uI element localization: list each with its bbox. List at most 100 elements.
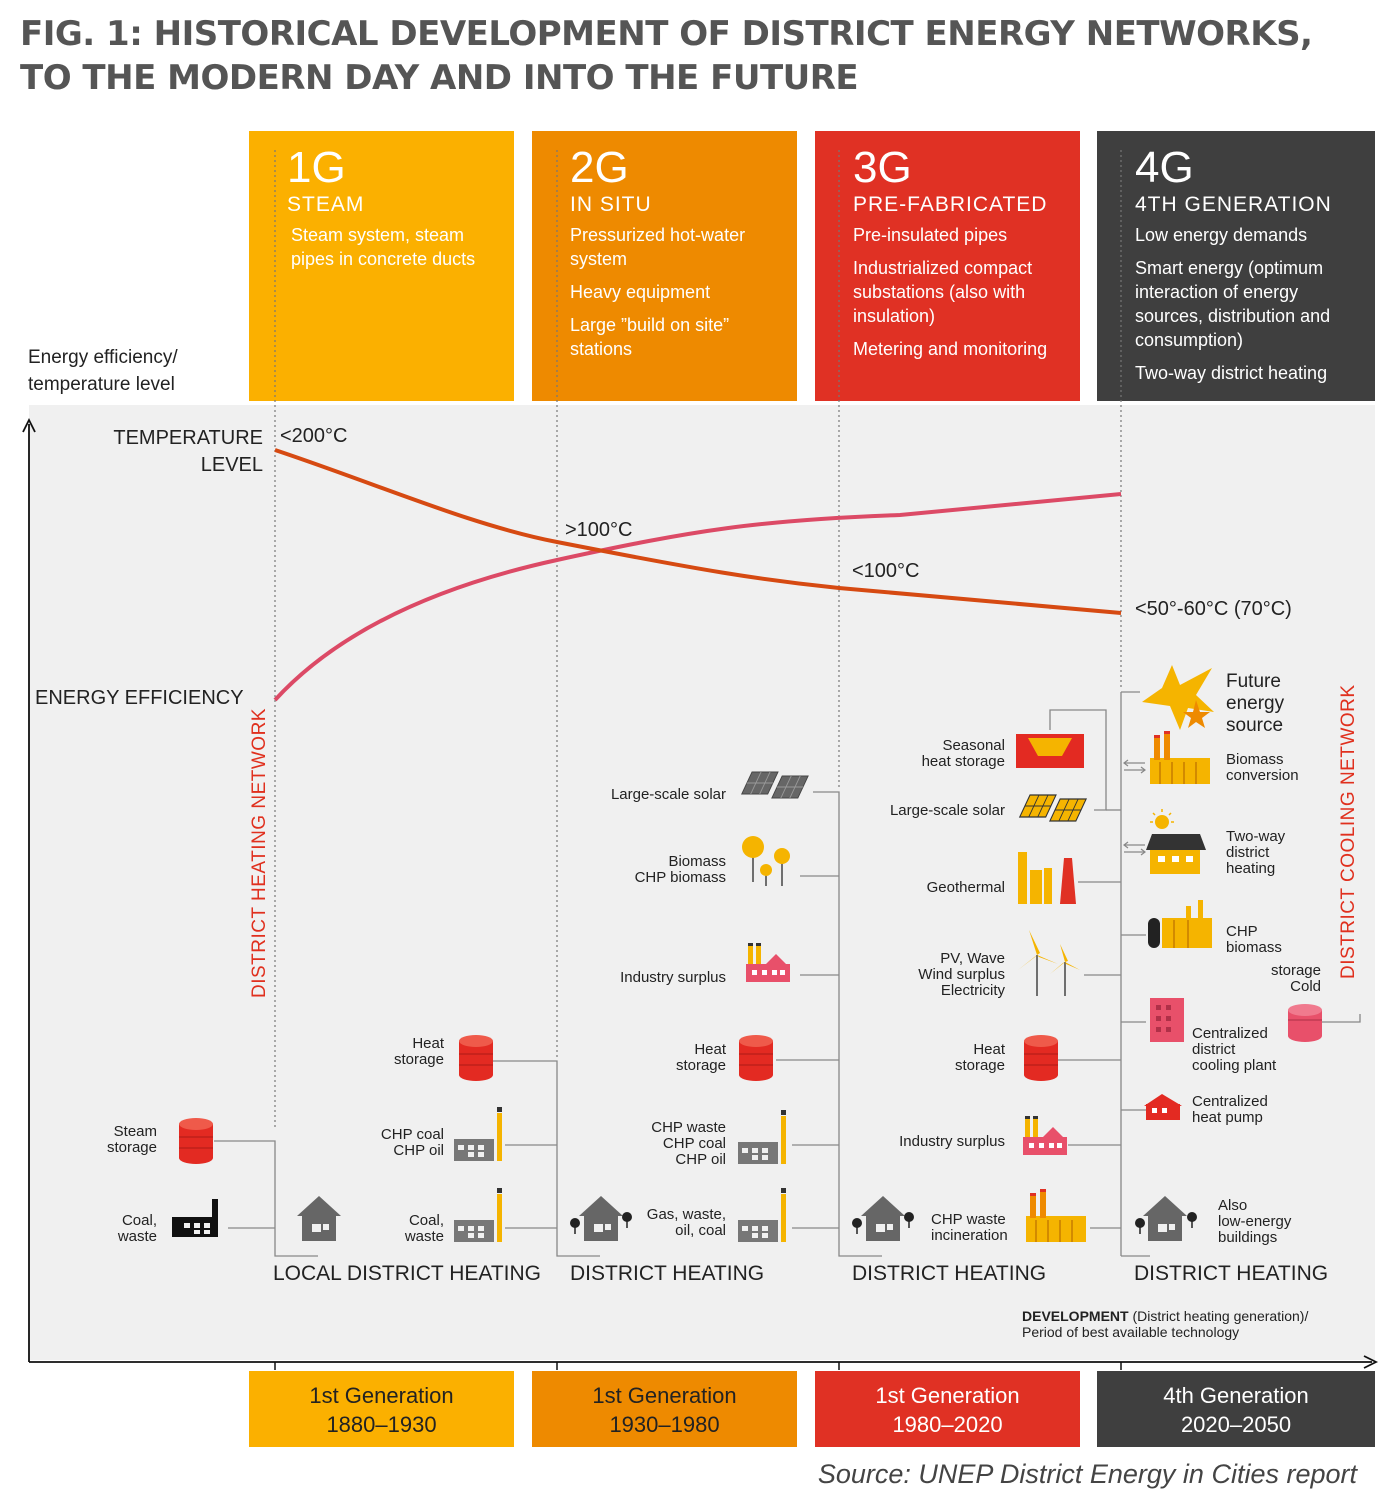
gen-feature: Steam system, steam pipes in concrete du… bbox=[291, 225, 476, 269]
heat-pump-label: Centralized heat pump bbox=[1192, 1094, 1268, 1126]
period-box-2: 1st Generation 1930–1980 bbox=[532, 1371, 797, 1447]
period-line-2: 1980–2020 bbox=[892, 1412, 1003, 1437]
house-icon bbox=[579, 1196, 623, 1241]
heat-storage-label: Heat storage bbox=[650, 1042, 726, 1074]
energy-efficiency-curve bbox=[273, 492, 1122, 702]
label-line: storage bbox=[106, 1139, 157, 1156]
temperature-level-label: TEMPERATURE LEVEL bbox=[60, 425, 263, 479]
label-line: low-energy bbox=[1218, 1213, 1292, 1230]
label-line: Centralized bbox=[1192, 1093, 1268, 1110]
label-line: Coal, bbox=[121, 1212, 157, 1229]
cooling-plant-label: Centralized district cooling plant bbox=[1192, 1026, 1276, 1074]
period-box-4: 4th Generation 2020–2050 bbox=[1097, 1371, 1375, 1447]
label-line: Future bbox=[1226, 671, 1281, 692]
heat-storage-label: Heat storage bbox=[930, 1042, 1005, 1074]
title-line-2: TO THE MODERN DAY AND INTO THE FUTURE bbox=[20, 58, 859, 98]
coal-factory-icon bbox=[454, 1188, 502, 1242]
large-solar-label: Large-scale solar bbox=[610, 786, 726, 803]
tree-icon bbox=[1134, 1217, 1146, 1235]
label-line: waste bbox=[404, 1228, 444, 1245]
development-note: DEVELOPMENT (District heating generation… bbox=[1022, 1308, 1308, 1340]
label-line: storage bbox=[675, 1057, 726, 1074]
network-label-4g: DISTRICT HEATING bbox=[1134, 1262, 1329, 1285]
coal-waste-label: Coal, waste bbox=[90, 1213, 157, 1245]
period-box-3: 1st Generation 1980–2020 bbox=[815, 1371, 1080, 1447]
gen-feature: Metering and monitoring bbox=[853, 339, 1048, 359]
low-energy-buildings-label: Also low-energy buildings bbox=[1218, 1198, 1291, 1246]
tree-icon bbox=[569, 1217, 581, 1235]
period-line-2: 1880–1930 bbox=[326, 1412, 437, 1437]
temp-label-3g: <100°C bbox=[852, 560, 920, 582]
label-line: CHP biomass bbox=[634, 869, 726, 886]
network-label-2g: DISTRICT HEATING bbox=[570, 1262, 765, 1285]
biomass-conversion-label: Biomass conversion bbox=[1226, 752, 1299, 784]
period-line-1: 1st Generation bbox=[309, 1383, 454, 1408]
steam-storage-icon bbox=[178, 1117, 214, 1165]
gen-name: 4TH GENERATION bbox=[1135, 193, 1332, 216]
biomass-trees-icon bbox=[742, 836, 790, 886]
label-line: district bbox=[1192, 1041, 1236, 1058]
label-line: Also bbox=[1218, 1197, 1248, 1214]
label-line: storage bbox=[954, 1057, 1005, 1074]
network-connectors bbox=[214, 691, 1361, 1257]
label-line: Seasonal bbox=[942, 737, 1005, 754]
energy-efficiency-label: ENERGY EFFICIENCY bbox=[35, 687, 244, 709]
biomass-conversion-icon bbox=[1149, 730, 1211, 785]
gen-feature: Industrialized compact substations (also… bbox=[853, 258, 1033, 326]
label-line: PV, Wave bbox=[940, 950, 1005, 967]
chp-biomass-plant-icon bbox=[1148, 900, 1212, 948]
cooling-plant-building-icon bbox=[1150, 998, 1184, 1042]
label-line: CHP bbox=[1226, 923, 1258, 940]
gas-waste-label: Gas, waste, oil, coal bbox=[630, 1207, 726, 1239]
period-line-1: 4th Generation bbox=[1163, 1383, 1309, 1408]
label-line: energy bbox=[1226, 693, 1285, 714]
network-label-3g: DISTRICT HEATING bbox=[852, 1262, 1047, 1285]
label-line: CHP waste bbox=[931, 1211, 1006, 1228]
label-line: Electricity bbox=[940, 982, 1005, 999]
solar-panel-icon bbox=[739, 771, 811, 799]
label-line: Centralized bbox=[1192, 1025, 1268, 1042]
label-line: CHP oil bbox=[675, 1151, 726, 1168]
figure-title: FIG. 1: HISTORICAL DEVELOPMENT OF DISTRI… bbox=[20, 12, 1313, 100]
dev-rest: (District heating generation)/ bbox=[1128, 1308, 1309, 1324]
solar-panel-icon bbox=[1017, 794, 1089, 822]
label-line: CHP waste bbox=[651, 1119, 726, 1136]
chp-biomass-label: CHP biomass bbox=[1226, 924, 1282, 956]
dev-bold: DEVELOPMENT bbox=[1022, 1308, 1129, 1324]
y-axis-title-line-1: Energy efficiency/ bbox=[28, 347, 178, 368]
temperature-curve bbox=[274, 448, 1122, 615]
two-way-heating-house-icon bbox=[1146, 809, 1206, 874]
gen-name: IN SITU bbox=[570, 193, 652, 216]
chp-waste-incineration-label: CHP waste incineration bbox=[931, 1212, 1008, 1244]
seasonal-storage-icon bbox=[1016, 734, 1084, 768]
house-icon bbox=[861, 1196, 905, 1241]
future-energy-source-label: Future energy source bbox=[1226, 671, 1284, 737]
gen-feature: Pressurized hot-water system bbox=[570, 225, 746, 269]
label-line: district bbox=[1226, 844, 1270, 861]
label-line: Steam bbox=[113, 1123, 157, 1140]
tree-icon bbox=[903, 1211, 915, 1229]
gen-feature: Two-way district heating bbox=[1135, 363, 1328, 383]
label-line: Coal, bbox=[408, 1212, 444, 1229]
gen-box-2g: 2G IN SITU Pressurized hot-water system … bbox=[532, 131, 797, 401]
label-line: CHP oil bbox=[393, 1142, 444, 1159]
pv-wave-wind-label: PV, Wave Wind surplus Electricity bbox=[890, 951, 1005, 999]
biomass-label: Biomass CHP biomass bbox=[600, 854, 726, 886]
cold-storage-label: storage Cold bbox=[1250, 963, 1321, 995]
temperature-label-line-1: TEMPERATURE bbox=[113, 427, 263, 449]
period-line-1: 1st Generation bbox=[875, 1383, 1020, 1408]
tree-icon bbox=[1186, 1211, 1198, 1229]
label-line: CHP coal bbox=[662, 1135, 726, 1152]
temp-label-4g: <50°-60°C (70°C) bbox=[1135, 598, 1292, 620]
label-line: biomass bbox=[1226, 939, 1282, 956]
geothermal-label: Geothermal bbox=[926, 879, 1005, 896]
heat-storage-icon bbox=[1023, 1034, 1059, 1082]
industry-factory-icon bbox=[1023, 1116, 1067, 1155]
chp-coal-oil-label: CHP coal CHP oil bbox=[360, 1127, 444, 1159]
industry-factory-icon bbox=[746, 943, 790, 982]
x-axis-arrow bbox=[1363, 1355, 1379, 1369]
wind-turbine-icon bbox=[1018, 930, 1080, 996]
source-note: Source: UNEP District Energy in Cities r… bbox=[817, 1459, 1357, 1489]
label-line: Biomass bbox=[1226, 751, 1284, 768]
label-line: source bbox=[1226, 715, 1284, 736]
